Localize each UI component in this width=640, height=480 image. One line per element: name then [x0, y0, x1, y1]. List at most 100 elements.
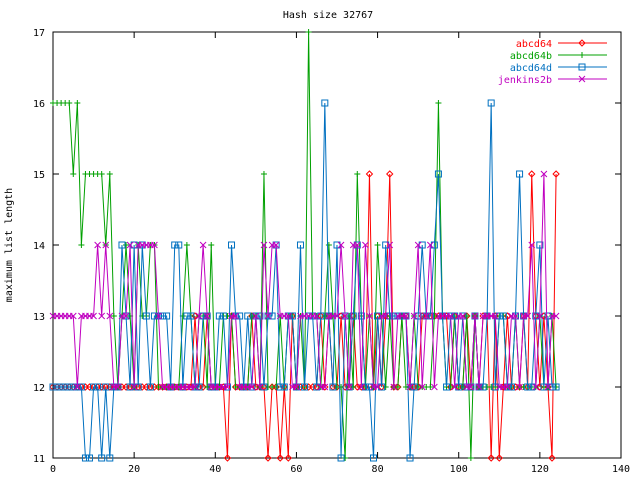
data-point [110, 313, 117, 319]
series-abcd64b [50, 29, 560, 461]
data-point [219, 383, 228, 391]
data-point [487, 454, 495, 462]
series-jenkins2b [49, 170, 560, 391]
data-point [552, 312, 560, 320]
data-point [491, 312, 499, 320]
data-point [296, 241, 304, 249]
data-point [435, 100, 442, 106]
data-point [386, 241, 394, 249]
data-point [321, 313, 328, 319]
data-point [183, 242, 190, 248]
data-point [507, 383, 515, 391]
data-point [49, 383, 57, 391]
data-point [305, 29, 312, 35]
data-point [512, 312, 519, 320]
data-point [118, 241, 126, 249]
data-point [187, 383, 195, 391]
data-point [463, 313, 470, 319]
data-point [61, 383, 69, 391]
data-point [90, 383, 98, 391]
data-point [70, 171, 77, 177]
data-point [276, 454, 284, 462]
data-point [394, 384, 401, 390]
data-point [427, 384, 434, 390]
data-point [94, 241, 101, 249]
data-point [487, 99, 495, 107]
data-point [106, 454, 114, 462]
data-point [325, 242, 332, 248]
data-point [301, 383, 309, 391]
data-point [544, 383, 552, 391]
data-point [337, 454, 345, 462]
data-point [146, 383, 154, 391]
data-point [552, 170, 560, 178]
data-point [459, 384, 466, 390]
data-point [98, 454, 106, 462]
data-point [524, 383, 532, 391]
legend-label: jenkins2b [498, 75, 552, 86]
data-point [195, 312, 203, 320]
data-point [354, 171, 361, 177]
data-point [123, 242, 130, 248]
data-point [406, 454, 414, 462]
data-point [528, 170, 536, 178]
data-point [536, 312, 544, 320]
y-tick-label: 17 [33, 28, 45, 39]
data-point [53, 383, 61, 391]
data-point [191, 312, 199, 320]
data-point [69, 312, 77, 320]
data-point [232, 312, 239, 320]
data-point [98, 171, 105, 177]
data-point [256, 312, 264, 320]
data-point [548, 454, 556, 462]
data-point [264, 312, 272, 320]
data-point [442, 312, 451, 320]
data-point [495, 312, 503, 320]
data-point [431, 383, 438, 391]
data-point [504, 383, 511, 391]
data-point [499, 383, 508, 391]
data-point [455, 383, 463, 391]
data-point [219, 312, 227, 320]
legend-label: abcd64b [510, 51, 552, 62]
chart-title: Hash size 32767 [283, 10, 373, 21]
y-tick-label: 12 [33, 383, 45, 394]
data-point [516, 170, 524, 178]
data-point [536, 241, 544, 249]
data-point [264, 454, 272, 462]
data-point [260, 171, 267, 177]
x-tick-label: 40 [209, 464, 221, 475]
data-point [175, 241, 183, 249]
data-point [215, 312, 223, 320]
y-tick-label: 15 [33, 170, 45, 181]
data-point [130, 241, 138, 249]
data-point [475, 383, 483, 391]
data-point [106, 171, 113, 177]
data-point [260, 241, 268, 249]
data-point [370, 454, 378, 462]
data-point [365, 170, 374, 178]
data-point [503, 312, 512, 320]
data-point [78, 242, 85, 248]
data-point [284, 312, 292, 320]
data-point [126, 383, 134, 391]
data-point [406, 383, 414, 391]
data-point [94, 383, 102, 391]
data-point [321, 99, 329, 107]
y-axis-label: maximum list length [4, 188, 15, 302]
legend-marker [578, 63, 586, 71]
data-point [228, 241, 236, 249]
data-point [224, 383, 231, 391]
data-point [459, 312, 467, 320]
y-tick-label: 11 [33, 454, 45, 465]
data-point [208, 242, 215, 248]
data-point [90, 312, 97, 320]
data-point [321, 383, 329, 391]
data-point [357, 312, 365, 320]
data-point [374, 242, 381, 248]
data-point [86, 454, 94, 462]
data-point [317, 312, 325, 320]
data-point [313, 312, 321, 320]
data-point [272, 241, 280, 249]
